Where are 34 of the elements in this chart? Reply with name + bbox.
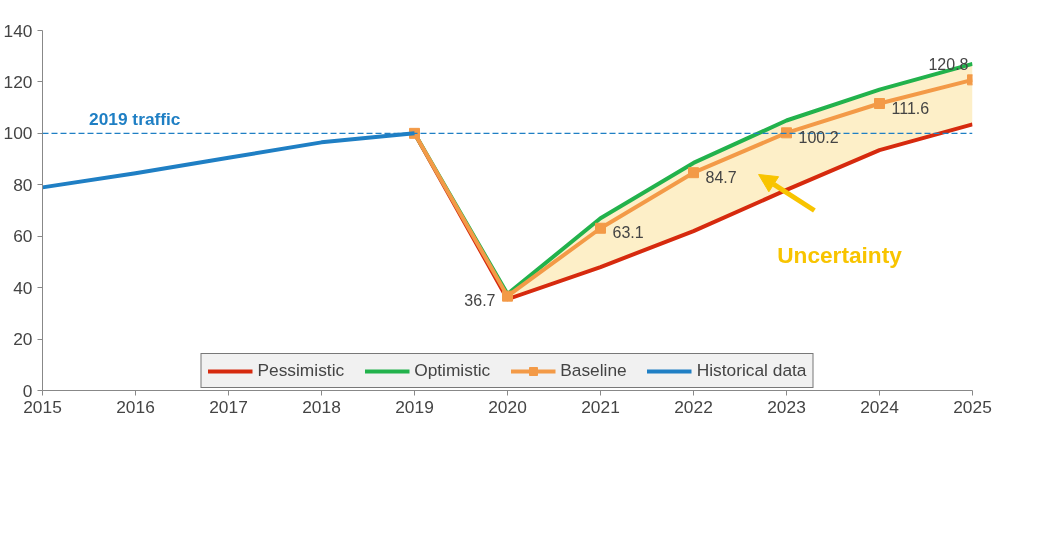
y-tick-label: 120 xyxy=(3,71,33,92)
legend-label: Baseline xyxy=(560,360,627,381)
x-tick-label: 2020 xyxy=(488,396,527,417)
point xyxy=(688,167,699,179)
y-tick-label: 100 xyxy=(3,123,33,144)
y-tick-label: 80 xyxy=(13,174,33,195)
x-tick-label: 2024 xyxy=(860,396,900,417)
y-tick-label: 60 xyxy=(13,226,33,247)
x-tick-label: 2016 xyxy=(116,396,155,417)
y-tick-label: 20 xyxy=(13,329,33,350)
y-tick-label: 140 xyxy=(3,20,33,41)
x-tick-label: 2023 xyxy=(767,396,806,417)
point xyxy=(781,127,792,139)
x-tick-label: 2017 xyxy=(209,396,248,417)
y-tick-label: 40 xyxy=(13,277,33,298)
data-label: 120.8 xyxy=(928,55,969,73)
data-label: 111.6 xyxy=(891,99,930,117)
x-tick-label: 2021 xyxy=(581,396,620,417)
data-label: 36.7 xyxy=(464,292,496,310)
point xyxy=(874,98,885,110)
x-tick-label: 2022 xyxy=(674,396,713,417)
data-label: 63.1 xyxy=(612,224,644,242)
point xyxy=(502,290,513,302)
data-label: 84.7 xyxy=(705,168,737,186)
legend-label: Historical data xyxy=(696,360,807,381)
legend-label: Pessimistic xyxy=(257,360,345,381)
data-label: 100.2 xyxy=(798,128,839,146)
annotation: Uncertainty xyxy=(777,242,903,269)
legend-label: Optimistic xyxy=(414,360,491,381)
point xyxy=(595,222,606,234)
ref-line-label: 2019 traffic xyxy=(89,109,181,130)
x-tick-label: 2018 xyxy=(302,396,341,417)
x-tick-label: 2019 xyxy=(395,396,434,417)
x-tick-label: 2025 xyxy=(953,396,992,417)
